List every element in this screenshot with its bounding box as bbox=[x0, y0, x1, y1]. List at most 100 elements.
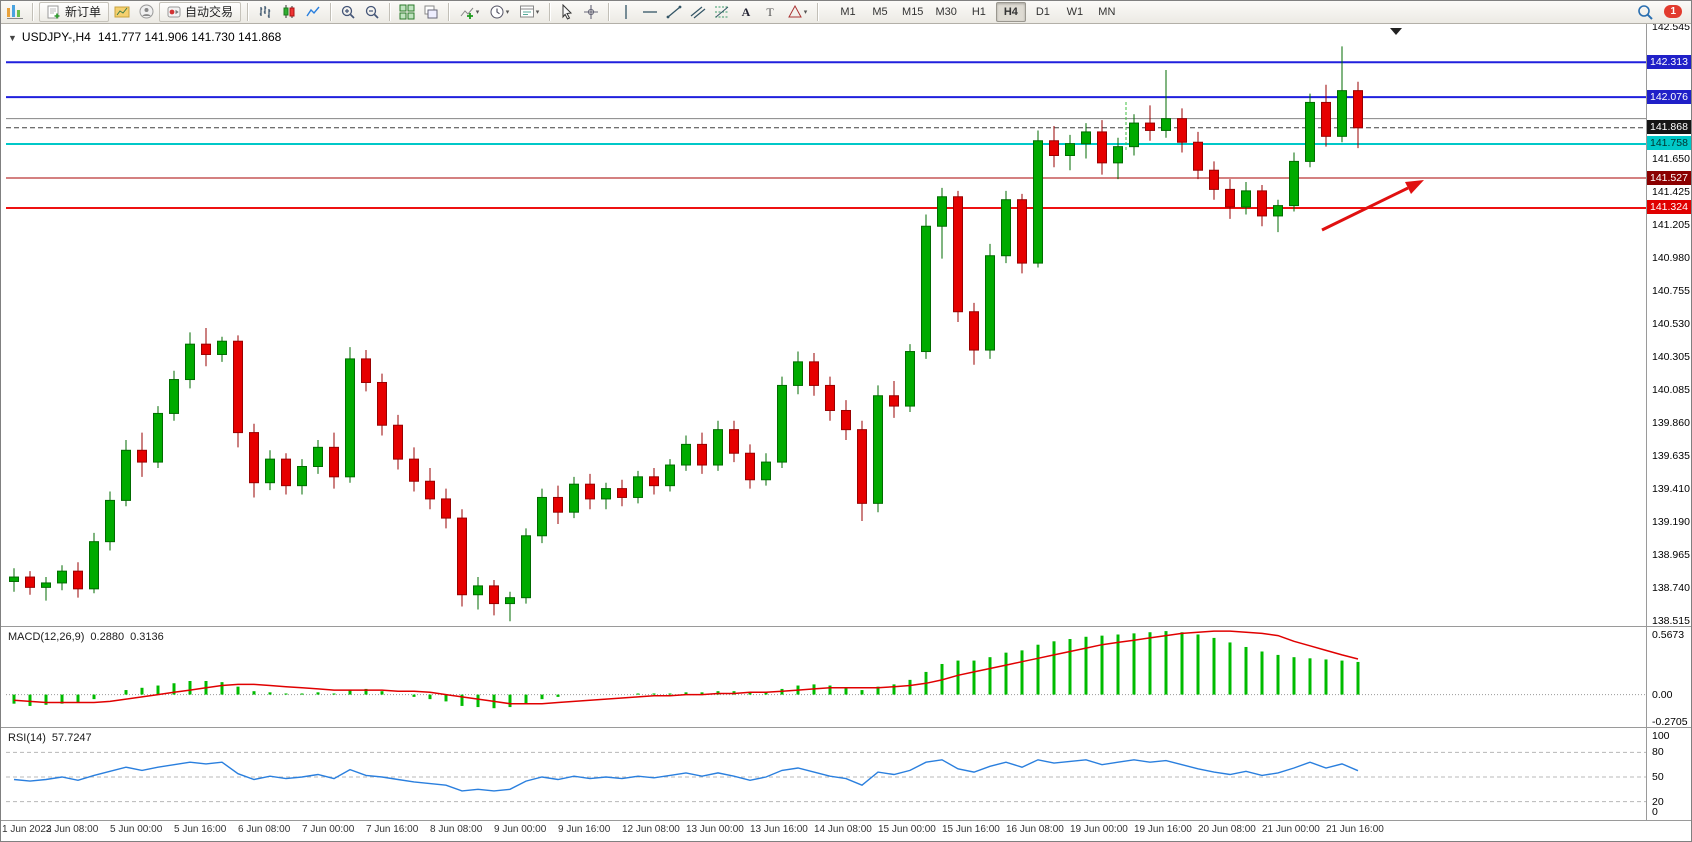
autotrade-label: 自动交易 bbox=[185, 5, 234, 19]
tile-windows-icon[interactable] bbox=[396, 2, 418, 22]
dropdown-caret-icon: ▾ bbox=[475, 8, 480, 16]
trend-arrow bbox=[1321, 186, 1409, 232]
cascade-windows-icon[interactable] bbox=[420, 2, 442, 22]
shapes-icon[interactable]: ▾ bbox=[783, 2, 811, 22]
toolbar-separator bbox=[549, 2, 551, 21]
svg-text:A: A bbox=[742, 5, 751, 19]
timeframe-m15[interactable]: M15 bbox=[902, 5, 924, 18]
price-tick: 140.530 bbox=[1652, 318, 1690, 330]
time-tick: 13 Jun 16:00 bbox=[750, 824, 808, 835]
periods-icon[interactable]: ▾ bbox=[485, 2, 513, 22]
macd-axis-zero: 0.00 bbox=[1652, 688, 1673, 701]
price-tick: 140.305 bbox=[1652, 351, 1690, 364]
time-tick: 7 Jun 16:00 bbox=[366, 824, 419, 835]
community-icon[interactable] bbox=[135, 2, 157, 22]
rsi-value: 57.7247 bbox=[51, 732, 92, 744]
autotrade-button[interactable]: 自动交易 bbox=[159, 1, 242, 22]
price-badge: 141.868 bbox=[1647, 120, 1692, 135]
macd-name: MACD(12,26,9) bbox=[8, 631, 85, 643]
rsi-axis-tick: 0 bbox=[1652, 806, 1658, 818]
price-badge: 141.527 bbox=[1647, 170, 1692, 185]
label-icon[interactable]: T bbox=[759, 2, 781, 22]
line-chart-icon[interactable] bbox=[302, 2, 324, 22]
indicators-icon[interactable]: ▾ bbox=[455, 2, 483, 22]
cursor-icon[interactable] bbox=[556, 2, 578, 22]
price-tick: 140.085 bbox=[1652, 383, 1690, 396]
rsi-indicator-label: RSI(14) 57.7247 bbox=[8, 732, 98, 744]
toolbar-separator bbox=[608, 2, 610, 21]
timeframe-m30[interactable]: M30 bbox=[935, 5, 957, 18]
dropdown-caret-icon: ▾ bbox=[505, 8, 510, 16]
templates-icon[interactable]: ▾ bbox=[515, 2, 543, 22]
toolbar-separator bbox=[448, 2, 450, 21]
price-tick: 139.860 bbox=[1652, 416, 1690, 429]
time-tick: 16 Jun 08:00 bbox=[1006, 824, 1064, 835]
toolbar-separator bbox=[247, 2, 249, 21]
time-tick: 2 Jun 08:00 bbox=[46, 824, 99, 835]
search-icon[interactable] bbox=[1634, 2, 1656, 22]
time-tick: 15 Jun 16:00 bbox=[942, 824, 1000, 835]
crosshair-icon[interactable] bbox=[580, 2, 602, 22]
chart-shift-marker bbox=[1390, 28, 1402, 35]
timeframe-m1[interactable]: M1 bbox=[840, 5, 856, 18]
trendline-icon[interactable] bbox=[663, 2, 685, 22]
toolbar-separator bbox=[330, 2, 332, 21]
zoom-out-icon[interactable] bbox=[361, 2, 383, 22]
chart-title: ▼ USDJPY-,H4 141.777 141.906 141.730 141.8… bbox=[8, 30, 281, 44]
macd-axis-min: -0.2705 bbox=[1652, 716, 1688, 728]
chart-symbol-timeframe: USDJPY-,H4 bbox=[21, 30, 91, 44]
time-tick: 13 Jun 00:00 bbox=[686, 824, 744, 835]
rsi-axis-tick: 20 bbox=[1652, 795, 1664, 808]
time-tick: 9 Jun 16:00 bbox=[558, 824, 611, 835]
candle-chart-icon[interactable] bbox=[278, 2, 300, 22]
timeframe-m5[interactable]: M5 bbox=[872, 5, 888, 18]
timeframe-d1[interactable]: D1 bbox=[1035, 5, 1050, 18]
horizontal-line-icon[interactable] bbox=[639, 2, 661, 22]
time-tick: 20 Jun 08:00 bbox=[1198, 824, 1256, 835]
price-tick: 138.965 bbox=[1652, 548, 1690, 561]
new-order-label: 新订单 bbox=[65, 5, 102, 19]
macd-indicator-label: MACD(12,26,9) 0.2880 0.3136 bbox=[8, 631, 170, 643]
price-tick: 141.205 bbox=[1652, 218, 1690, 231]
vertical-line-icon[interactable] bbox=[615, 2, 637, 22]
macd-main-value: 0.2880 bbox=[90, 631, 125, 643]
chart-menu-icon[interactable]: ▼ bbox=[8, 33, 17, 43]
svg-text:T: T bbox=[766, 5, 774, 19]
time-tick: 5 Jun 00:00 bbox=[110, 824, 163, 835]
toolbar-separator bbox=[817, 2, 819, 21]
new-order-button[interactable]: 新订单 bbox=[39, 1, 110, 22]
price-tick: 140.980 bbox=[1652, 251, 1690, 264]
bar-chart-icon[interactable] bbox=[254, 2, 276, 22]
rsi-axis-tick: 50 bbox=[1652, 771, 1664, 783]
time-tick: 1 Jun 2023 bbox=[2, 824, 52, 835]
price-tick: 139.190 bbox=[1652, 515, 1690, 528]
zoom-in-icon[interactable] bbox=[337, 2, 359, 22]
price-badge: 141.324 bbox=[1647, 200, 1692, 215]
time-tick: 12 Jun 08:00 bbox=[622, 824, 680, 835]
price-tick: 140.755 bbox=[1652, 284, 1690, 297]
charts-profile-icon[interactable] bbox=[111, 2, 133, 22]
timeframe-h1[interactable]: H1 bbox=[971, 5, 986, 18]
time-tick: 7 Jun 00:00 bbox=[302, 824, 355, 835]
timeframe-mn[interactable]: MN bbox=[1098, 5, 1116, 18]
app-icon bbox=[4, 2, 26, 22]
price-tick: 139.635 bbox=[1652, 449, 1690, 462]
text-icon[interactable]: A bbox=[735, 2, 757, 22]
price-badge: 142.076 bbox=[1647, 89, 1692, 104]
price-tick: 138.515 bbox=[1652, 615, 1690, 627]
price-tick: 139.410 bbox=[1652, 483, 1690, 496]
channel-icon[interactable] bbox=[687, 2, 709, 22]
macd-axis-max: 0.5673 bbox=[1652, 629, 1685, 641]
notification-badge[interactable]: 1 bbox=[1664, 5, 1682, 18]
fibonacci-icon[interactable] bbox=[711, 2, 733, 22]
price-badge: 141.758 bbox=[1647, 136, 1692, 151]
price-tick: 141.425 bbox=[1652, 186, 1690, 199]
toolbar-separator bbox=[389, 2, 391, 21]
timeframe-h4[interactable]: H4 bbox=[995, 1, 1026, 22]
time-tick: 6 Jun 08:00 bbox=[238, 824, 291, 835]
time-tick: 19 Jun 00:00 bbox=[1070, 824, 1128, 835]
timeframe-w1[interactable]: W1 bbox=[1066, 5, 1084, 18]
price-tick: 141.650 bbox=[1652, 152, 1690, 165]
